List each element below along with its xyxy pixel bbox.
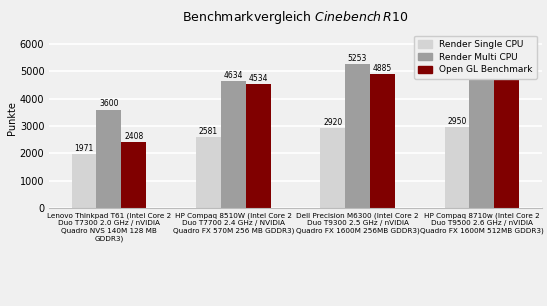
Y-axis label: Punkte: Punkte xyxy=(7,101,17,135)
Text: 2920: 2920 xyxy=(323,118,342,127)
Title: Benchmarkvergleich $\it{Cinebench\/R10}$: Benchmarkvergleich $\it{Cinebench\/R10}$ xyxy=(182,9,409,26)
Text: 2408: 2408 xyxy=(124,132,143,141)
Bar xyxy=(246,84,271,208)
Bar xyxy=(320,128,345,208)
Bar xyxy=(72,154,96,208)
Text: 4534: 4534 xyxy=(248,73,268,83)
Bar xyxy=(96,110,121,208)
Bar xyxy=(121,142,146,208)
Text: 4634: 4634 xyxy=(224,71,243,80)
Text: 5417: 5417 xyxy=(472,49,492,58)
Bar xyxy=(196,137,221,208)
Bar xyxy=(469,60,494,208)
Bar xyxy=(445,127,469,208)
Text: 2581: 2581 xyxy=(199,127,218,136)
Bar xyxy=(345,64,370,208)
Bar xyxy=(370,74,395,208)
Text: 5226: 5226 xyxy=(497,54,516,64)
Legend: Render Single CPU, Render Multi CPU, Open GL Benchmark: Render Single CPU, Render Multi CPU, Ope… xyxy=(414,36,537,79)
Text: 2950: 2950 xyxy=(447,117,467,126)
Text: 1971: 1971 xyxy=(74,144,94,153)
Text: 5253: 5253 xyxy=(348,54,367,63)
Bar xyxy=(221,81,246,208)
Text: 4885: 4885 xyxy=(373,64,392,73)
Bar xyxy=(494,65,519,208)
Text: 3600: 3600 xyxy=(99,99,119,108)
